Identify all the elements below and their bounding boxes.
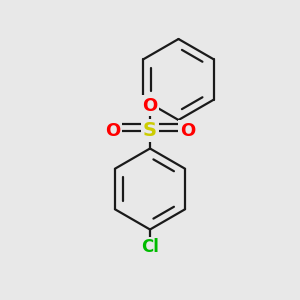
Text: O: O — [180, 122, 195, 140]
Text: S: S — [143, 121, 157, 140]
Text: O: O — [142, 97, 158, 115]
Text: Cl: Cl — [141, 238, 159, 256]
Text: O: O — [105, 122, 120, 140]
